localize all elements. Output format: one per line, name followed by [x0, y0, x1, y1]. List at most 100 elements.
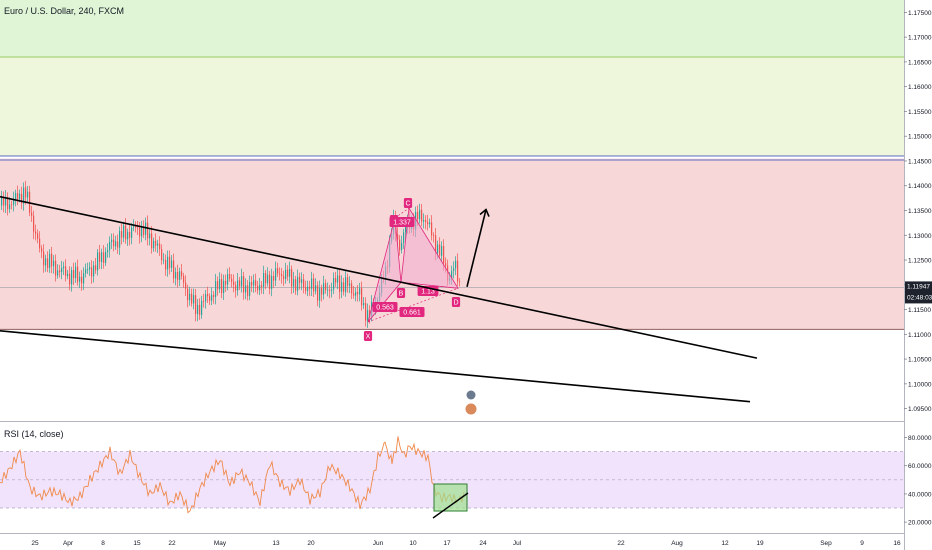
- candle-body: [417, 211, 419, 220]
- candle-body: [179, 271, 181, 281]
- candle-body: [429, 222, 431, 225]
- candle-body: [105, 252, 107, 263]
- price-tick-label: 1.15000: [908, 134, 932, 141]
- price-tick-label: 1.15500: [908, 109, 932, 116]
- candle-body: [19, 193, 21, 200]
- candle-body: [347, 277, 349, 286]
- ratio-xb-label: 0.563: [376, 305, 394, 312]
- candle-body: [423, 220, 425, 222]
- time-tick-label: Sep: [820, 540, 832, 547]
- candle-body: [117, 241, 119, 248]
- candle-body: [243, 276, 245, 293]
- time-tick-label: 17: [443, 540, 451, 547]
- candle-body: [135, 226, 137, 228]
- candle-body: [69, 273, 71, 285]
- candle-body: [15, 193, 17, 200]
- price-tick-label: 1.11500: [908, 307, 931, 314]
- point-x-label-bg: [363, 331, 373, 341]
- price-tick-label: 1.16000: [908, 84, 932, 91]
- candle-body: [441, 246, 443, 256]
- candle-body: [153, 240, 155, 249]
- time-tick-label: 10: [409, 540, 417, 547]
- time-tick-label: 19: [756, 540, 764, 547]
- candle-body: [279, 273, 281, 275]
- candle-body: [317, 285, 319, 301]
- candle-body: [267, 274, 269, 284]
- time-tick-label: 20: [307, 540, 315, 547]
- candle-body: [351, 283, 353, 294]
- candle-body: [333, 278, 335, 290]
- candle-body: [437, 244, 439, 254]
- candle-body: [91, 267, 93, 277]
- candle-body: [271, 276, 273, 289]
- candle-body: [93, 265, 95, 277]
- price-tick-label: 1.12500: [908, 258, 932, 265]
- candle-body: [185, 282, 187, 289]
- time-tick-label: 13: [272, 540, 280, 547]
- economic-event-icon: [464, 402, 478, 416]
- candle-body: [87, 269, 89, 271]
- candle-body: [281, 274, 283, 277]
- candle-body: [49, 253, 51, 269]
- candle-body: [65, 266, 67, 276]
- time-tick-label: 9: [860, 540, 864, 547]
- candle-body: [341, 282, 343, 292]
- price-tick-label: 1.14500: [908, 158, 932, 165]
- candle-body: [455, 260, 457, 269]
- candle-body: [61, 267, 63, 273]
- time-tick-label: 22: [168, 540, 176, 547]
- candle-body: [7, 196, 9, 210]
- zone-green: [0, 0, 904, 57]
- candle-body: [203, 300, 205, 302]
- countdown-value: 02:48:03: [907, 294, 932, 301]
- point-c-label-bg: [403, 198, 413, 208]
- candle-body: [201, 300, 203, 315]
- candle-body: [215, 281, 217, 297]
- candle-body: [73, 270, 75, 279]
- candle-body: [357, 292, 359, 295]
- candle-body: [265, 273, 267, 284]
- candle-body: [305, 287, 307, 291]
- trendline-2: [0, 330, 751, 403]
- candle-body: [139, 227, 141, 237]
- candle-body: [211, 294, 213, 301]
- candle-body: [103, 252, 105, 263]
- candle-body: [309, 286, 311, 289]
- point-d-label: D: [453, 300, 458, 307]
- price-axis: [904, 0, 932, 550]
- candle-body: [275, 268, 277, 281]
- zone-lightgreen: [0, 56, 904, 157]
- price-tick-label: 1.13500: [908, 208, 932, 215]
- candle-body: [425, 220, 427, 222]
- candle-body: [191, 293, 193, 304]
- candle-body: [129, 231, 131, 238]
- projection-arrow: [466, 209, 487, 287]
- candle-body: [297, 276, 299, 291]
- candle-body: [205, 294, 207, 302]
- candle-body: [9, 204, 11, 210]
- ratio-xd-label: 0.661: [403, 310, 421, 317]
- candle-body: [355, 292, 357, 296]
- candle-body: [13, 199, 15, 205]
- candle-body: [89, 267, 91, 270]
- candle-body: [145, 222, 147, 235]
- candle-body: [349, 283, 351, 286]
- candle-body: [295, 279, 297, 291]
- candle-body: [321, 287, 323, 295]
- candle-body: [361, 288, 363, 306]
- candle-body: [459, 281, 461, 283]
- trendline-1: [0, 195, 758, 359]
- candle-body: [123, 225, 125, 238]
- candle-body: [47, 258, 49, 269]
- candle-body: [115, 241, 117, 247]
- candle-body: [183, 276, 185, 283]
- candle-body: [27, 191, 29, 198]
- candle-body: [11, 204, 13, 206]
- rsi-tick-label: 20.0000: [908, 520, 932, 527]
- candle-body: [113, 239, 115, 247]
- candle-body: [403, 232, 405, 243]
- candle-body: [171, 260, 173, 268]
- rsi-label: RSI (14, close): [4, 429, 64, 439]
- candle-body: [259, 285, 261, 291]
